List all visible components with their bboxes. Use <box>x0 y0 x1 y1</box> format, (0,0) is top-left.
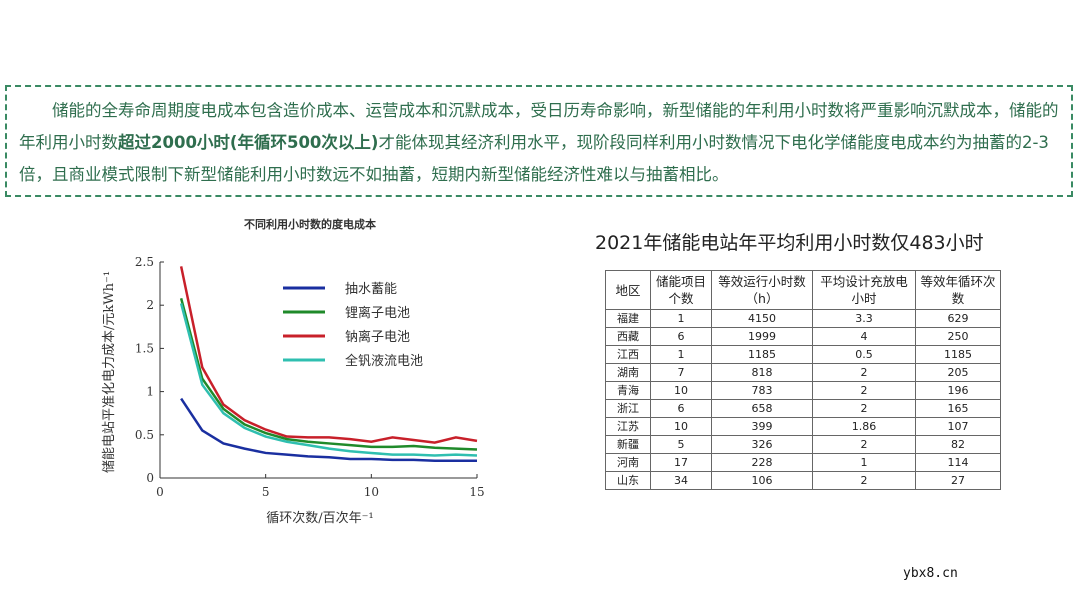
table-cell: 17 <box>650 453 712 472</box>
line <box>180 397 477 462</box>
header-cell: 平均设计充放电小时 <box>812 270 916 310</box>
table-cell: 江苏 <box>605 417 651 436</box>
table-cell: 6 <box>650 327 712 346</box>
table-cell: 2 <box>812 471 916 490</box>
table-title: 2021年储能电站年平均利用小时数仅483小时 <box>595 232 984 254</box>
table-cell: 7 <box>650 363 712 382</box>
table: 地区 储能项目个数 等效运行小时数（h） 平均设计充放电小时 等效年循环次数 福建 1 415… <box>605 270 1001 490</box>
table-row: 西藏 6 1999 4 250 <box>605 327 1001 346</box>
text: 才能体现其经济利用水平，现阶段同样利用小时数情况下电化学储能度电成本约为抽蓄的2… <box>19 133 1049 184</box>
table-cell: 658 <box>711 399 813 418</box>
table-cell: 1 <box>812 453 916 472</box>
table-cell: 106 <box>711 471 813 490</box>
y-tick-label: 0 <box>146 471 154 485</box>
x-tick-label: 5 <box>262 485 270 499</box>
table-cell: 2 <box>812 363 916 382</box>
header-cell: 等效运行小时数（h） <box>711 270 813 310</box>
table-cell: 82 <box>915 435 1001 454</box>
legend-label: 锂离子电池 <box>345 305 410 321</box>
y-tick-label: 0.5 <box>135 428 154 442</box>
table-cell: 114 <box>915 453 1001 472</box>
table-cell: 783 <box>711 381 813 400</box>
table-cell: 1 <box>650 309 712 328</box>
table-cell: 1185 <box>711 345 813 364</box>
table-cell: 228 <box>711 453 813 472</box>
table-cell: 107 <box>915 417 1001 436</box>
table-cell: 5 <box>650 435 712 454</box>
header-row: 地区 储能项目个数 等效运行小时数（h） 平均设计充放电小时 等效年循环次数 <box>605 270 1001 310</box>
table-row: 河南 17 228 1 114 <box>605 453 1001 472</box>
text-box: 储能的全寿命周期度电成本包含造价成本、运营成本和沉默成本，受日历寿命影响，新型储… <box>5 85 1073 197</box>
x-tick-label: 10 <box>364 485 379 499</box>
table-row: 江苏 10 399 1.86 107 <box>605 417 1001 436</box>
table-cell: 1185 <box>915 345 1001 364</box>
table-row: 江西 1 1185 0.5 1185 <box>605 345 1001 364</box>
table-row: 山东 34 106 2 27 <box>605 471 1001 490</box>
line <box>179 297 478 451</box>
table-cell: 1999 <box>711 327 813 346</box>
table-row: 浙江 6 658 2 165 <box>605 399 1001 418</box>
table-cell: 青海 <box>605 381 651 400</box>
table-cell: 福建 <box>605 309 651 328</box>
chart: 不同利用小时数的度电成本 循环次数/百次年⁻¹ 储能电站平准化电力成本/元kWh… <box>102 217 485 526</box>
table-cell: 250 <box>915 327 1001 346</box>
legend-label: 全钒液流电池 <box>345 353 423 369</box>
table-cell: 2 <box>812 435 916 454</box>
y-tick-label: 2 <box>146 298 154 312</box>
table-cell: 西藏 <box>605 327 651 346</box>
y-tick-label: 1 <box>146 385 154 399</box>
table-cell: 165 <box>915 399 1001 418</box>
table-row: 湖南 7 818 2 205 <box>605 363 1001 382</box>
table-cell: 34 <box>650 471 712 490</box>
y-tick-label: 1.5 <box>135 341 154 355</box>
y-axis-label: 储能电站平准化电力成本/元kWh⁻¹ <box>102 271 117 473</box>
table-cell: 10 <box>650 417 712 436</box>
table-cell: 浙江 <box>605 399 651 418</box>
table-cell: 2 <box>812 399 916 418</box>
table-cell: 河南 <box>605 453 651 472</box>
line <box>179 266 478 444</box>
legend-label: 钠离子电池 <box>345 329 410 345</box>
legend-label: 抽水蓄能 <box>345 282 397 297</box>
table-row: 福建 1 4150 3.3 629 <box>605 309 1001 328</box>
watermark: ybx8.cn <box>903 566 958 581</box>
x-tick-label: 0 <box>156 485 164 499</box>
x-axis-label: 循环次数/百次年⁻¹ <box>266 510 373 526</box>
table-cell: 205 <box>915 363 1001 382</box>
line <box>179 303 478 457</box>
table-cell: 6 <box>650 399 712 418</box>
chart-title: 不同利用小时数的度电成本 <box>244 217 376 231</box>
table-cell: 山东 <box>605 471 651 490</box>
header-cell: 储能项目个数 <box>650 270 712 310</box>
table-cell: 1.86 <box>812 417 916 436</box>
table-row: 新疆 5 326 2 82 <box>605 435 1001 454</box>
header-cell: 等效年循环次数 <box>915 270 1001 310</box>
table-cell: 2 <box>812 381 916 400</box>
table-cell: 江西 <box>605 345 651 364</box>
table-cell: 196 <box>915 381 1001 400</box>
table-cell: 399 <box>711 417 813 436</box>
table-cell: 818 <box>711 363 813 382</box>
table-cell: 629 <box>915 309 1001 328</box>
table-row: 青海 10 783 2 196 <box>605 381 1001 400</box>
text: 储能的全寿命周期度电成本包含造价成本、运营成本和沉默成本，受日历寿命影响，新型储… <box>19 101 1059 152</box>
table-cell: 新疆 <box>605 435 651 454</box>
table-cell: 10 <box>650 381 712 400</box>
table-cell: 湖南 <box>605 363 651 382</box>
y-tick-label: 2.5 <box>135 255 154 269</box>
table-cell: 0.5 <box>812 345 916 364</box>
table-cell: 3.3 <box>812 309 916 328</box>
x-tick-label: 15 <box>469 485 484 499</box>
table-cell: 4 <box>812 327 916 346</box>
header-cell: 地区 <box>605 270 651 310</box>
table-cell: 4150 <box>711 309 813 328</box>
table-cell: 27 <box>915 471 1001 490</box>
table-cell: 1 <box>650 345 712 364</box>
table-cell: 326 <box>711 435 813 454</box>
bold-text: 超过2000小时(年循环500次以上) <box>118 133 379 152</box>
